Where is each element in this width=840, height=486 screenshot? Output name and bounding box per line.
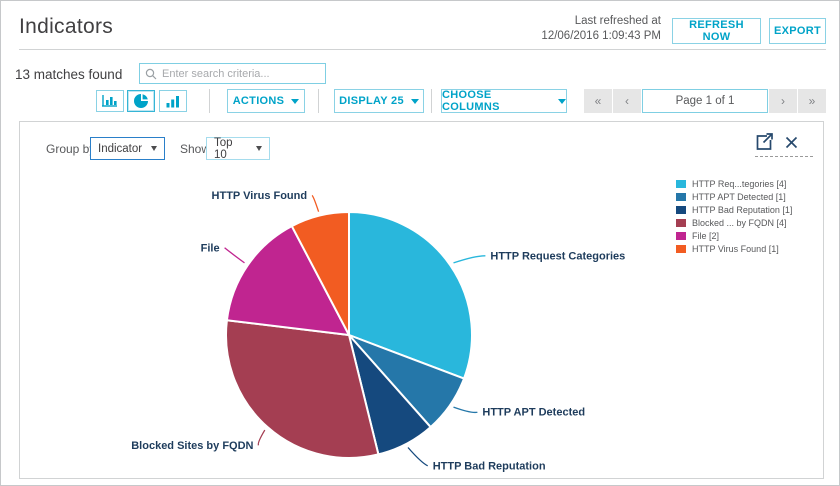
pie-chart-icon [134, 94, 148, 108]
panel-controls-underline [755, 156, 813, 157]
legend-swatch [676, 193, 686, 201]
toolbar-separator [209, 89, 210, 113]
header-divider [19, 49, 826, 50]
slice-label: File [201, 242, 220, 254]
matches-count: 13 matches found [15, 67, 123, 82]
pie-chart-view-button[interactable] [127, 90, 155, 112]
search-icon [145, 68, 157, 79]
first-page-button[interactable]: « [584, 89, 612, 113]
legend-label: HTTP Bad Reputation [1] [692, 205, 793, 215]
legend-swatch [676, 206, 686, 214]
column-chart-icon [166, 95, 179, 107]
legend-item: HTTP Bad Reputation [1] [676, 205, 792, 215]
legend-label: HTTP Virus Found [1] [692, 244, 779, 254]
pagination: « ‹ Page 1 of 1 › » [584, 89, 826, 113]
page-indicator[interactable]: Page 1 of 1 [642, 89, 768, 113]
slice-leader-line [224, 247, 245, 264]
legend-item: Blocked ... by FQDN [4] [676, 218, 792, 228]
chart-panel: Group by Indicator Show Top 10 [19, 121, 824, 479]
chevron-down-icon [410, 98, 419, 104]
chevron-down-icon [256, 146, 262, 151]
slice-label: HTTP Bad Reputation [433, 460, 546, 472]
legend-label: HTTP Req...tegories [4] [692, 179, 787, 189]
show-value: Top 10 [214, 136, 233, 161]
open-in-new-window-icon[interactable] [755, 133, 774, 151]
last-refreshed-text: Last refreshed at 12/06/2016 1:09:43 PM [541, 15, 661, 42]
slice-leader-line [453, 406, 478, 414]
legend-item: HTTP Req...tegories [4] [676, 179, 792, 189]
pie-slice[interactable] [225, 225, 350, 336]
legend-label: File [2] [692, 231, 720, 241]
show-label: Show [180, 142, 211, 156]
slice-label: Blocked Sites by FQDN [131, 440, 253, 452]
search-input[interactable] [162, 67, 320, 80]
table-view-button[interactable] [96, 90, 124, 112]
legend-label: HTTP APT Detected [1] [692, 192, 786, 202]
chevron-down-icon [151, 146, 157, 151]
slice-label: HTTP Request Categories [490, 250, 625, 262]
pie-slice[interactable] [348, 211, 473, 380]
slice-leader-line [257, 429, 266, 446]
display-count-label: DISPLAY 25 [339, 95, 404, 107]
pie-slice[interactable] [290, 211, 350, 336]
show-select[interactable]: Top 10 [206, 136, 270, 161]
group-by-label: Group by [46, 142, 96, 156]
choose-columns-label: CHOOSE COLUMNS [442, 89, 500, 113]
slice-label: HTTP APT Detected [482, 407, 585, 419]
close-icon[interactable] [785, 136, 798, 149]
chart-legend: HTTP Req...tegories [4] HTTP APT Detected… [676, 179, 792, 257]
legend-item: File [2] [676, 231, 792, 241]
next-page-button[interactable]: › [769, 89, 797, 113]
column-chart-view-button[interactable] [159, 90, 187, 112]
display-count-dropdown[interactable]: DISPLAY 25 [334, 89, 424, 113]
legend-swatch [676, 245, 686, 253]
legend-swatch [676, 232, 686, 240]
toolbar-separator [318, 89, 319, 113]
legend-item: HTTP Virus Found [1] [676, 244, 792, 254]
actions-dropdown-label: ACTIONS [232, 95, 285, 107]
export-button[interactable]: EXPORT [769, 18, 826, 44]
search-box[interactable] [139, 63, 326, 84]
prev-page-button[interactable]: ‹ [613, 89, 641, 113]
actions-dropdown[interactable]: ACTIONS [227, 89, 305, 113]
group-by-value: Indicator [98, 142, 143, 155]
legend-swatch [676, 180, 686, 188]
pie-chart: HTTP Request Categories HTTP APT Detected… [131, 190, 625, 472]
panel-window-controls [755, 133, 813, 157]
bar-chart-axis-icon [102, 94, 117, 107]
last-page-button[interactable]: » [798, 89, 826, 113]
legend-label: Blocked ... by FQDN [4] [692, 218, 787, 228]
slice-leader-line [311, 194, 320, 212]
legend-item: HTTP APT Detected [1] [676, 192, 792, 202]
toolbar-separator [431, 89, 432, 113]
group-by-select[interactable]: Indicator [90, 137, 165, 160]
chevron-down-icon [291, 98, 300, 104]
slice-leader-line [407, 447, 429, 467]
legend-swatch [676, 219, 686, 227]
chevron-down-icon [558, 98, 566, 104]
pie-slice[interactable] [225, 319, 380, 459]
slice-label: HTTP Virus Found [212, 190, 308, 202]
slice-leader-line [453, 255, 486, 264]
page-title: Indicators [19, 15, 114, 38]
choose-columns-dropdown[interactable]: CHOOSE COLUMNS [441, 89, 567, 113]
refresh-now-button[interactable]: REFRESH NOW [672, 18, 761, 44]
